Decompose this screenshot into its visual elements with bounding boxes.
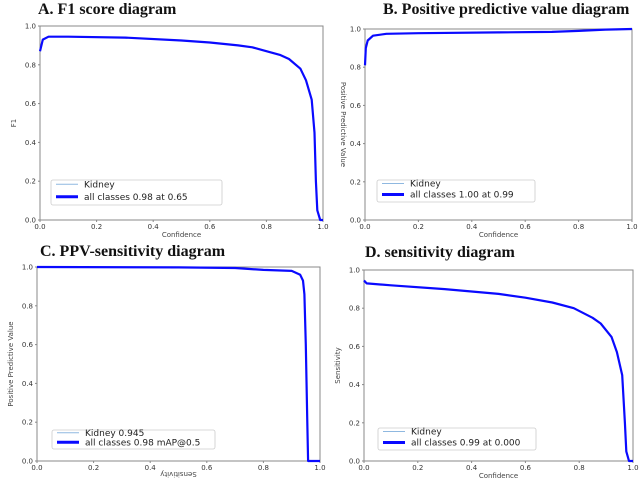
y-tick-label: 0.8 [22,302,33,310]
x-tick-label: 0.6 [520,464,532,472]
x-tick-label: 0.6 [201,464,213,472]
legend-entry: Kidney [84,180,115,190]
x-tick-label: 1.0 [626,223,637,231]
series-line-all-classes [38,35,323,222]
series-line-all-classes [363,279,633,463]
y-tick-label: 0.4 [22,380,34,388]
y-tick-label: 0.2 [349,419,360,427]
x-tick-label: 0.2 [88,464,99,472]
x-tick-label: 0.4 [466,464,478,472]
chart-title: C. PPV-sensitivity diagram [40,243,226,260]
chart-title: D. sensitivity diagram [365,244,515,261]
legend-box [376,179,536,203]
axes-frame [364,28,633,221]
x-tick-label: 0.6 [204,223,216,231]
y-tick-label: 1.0 [349,267,360,275]
y-tick-label: 0.2 [22,419,33,427]
x-tick-label: 0.8 [574,464,585,472]
y-tick-label: 0.8 [25,61,36,69]
legend-entry: all classes 0.98 at 0.65 [84,193,188,203]
x-tick-label: 0.0 [31,464,42,472]
y-tick-label: 1.0 [25,23,36,31]
legend: Kidney all classes 0.98 at 0.65 [50,179,223,206]
y-tick-label: 0.6 [25,100,37,108]
x-tick-label: 0.0 [359,223,370,231]
y-tick-label: 1.0 [350,26,361,34]
y-tick-label: 0.0 [349,458,360,466]
subplot-3: D. sensitivity diagram 0.0 0.2 0.4 0.6 0.8 1.0… [334,244,639,480]
y-tick-label: 0.0 [25,217,36,225]
x-tick-label: 0.2 [413,223,424,231]
y-tick-label: 0.0 [350,217,361,225]
x-axis-label: Confidence [479,472,518,480]
x-tick-label: 0.8 [261,223,272,231]
axes-frame [39,25,324,221]
chart-title: B. Positive predictive value diagram [383,1,630,18]
y-tick-label: 0.8 [349,305,360,313]
y-tick-label: 0.6 [22,341,34,349]
y-axis-label: Sensitivity [334,347,342,383]
x-tick-label: 0.4 [148,223,160,231]
x-tick-label: 1.0 [314,464,325,472]
x-tick-label: 0.4 [466,223,478,231]
x-axis-label: Sensitivity [160,470,196,478]
y-axis-label: Positive Predictive Value [339,82,347,167]
x-tick-label: 1.0 [627,464,638,472]
x-tick-label: 0.6 [520,223,532,231]
x-tick-label: 0.2 [412,464,423,472]
y-tick-label: 0.4 [350,140,362,148]
x-tick-label: 0.8 [573,223,584,231]
x-tick-label: 0.8 [258,464,269,472]
series-line-all-classes [363,27,633,66]
legend-entry: all classes 0.98 mAP@0.5 [85,438,200,448]
legend-entry: all classes 0.99 at 0.000 [411,439,521,449]
x-axis-label: Confidence [162,231,201,239]
legend-entry: Kidney 0.945 [85,429,144,439]
y-axis-label: F1 [10,119,18,127]
legend-box [377,427,537,451]
legend-box [51,429,216,450]
axes-frame [363,269,634,462]
legend-box [50,179,223,206]
y-tick-label: 0.8 [350,64,361,72]
x-tick-label: 1.0 [317,223,328,231]
y-tick-label: 0.0 [22,458,33,466]
legend-entry: Kidney [410,180,441,190]
subplot-0: A. F1 score diagram 0.0 0.2 0.4 0.6 0.8 1.0 0.0… [10,1,329,239]
legend-entry: Kidney [411,428,442,438]
y-tick-label: 0.4 [25,139,37,147]
x-tick-label: 0.4 [145,464,157,472]
subplot-2: C. PPV-sensitivity diagram 0.0 0.2 0.4 0.6 0.… [7,243,326,478]
y-tick-label: 0.4 [349,381,361,389]
series-line-all-classes [36,265,320,463]
y-tick-label: 0.2 [350,178,361,186]
y-axis-label: Positive Predictive Value [7,321,15,406]
x-axis-label: Confidence [479,231,518,239]
x-tick-label: 0.0 [34,223,45,231]
y-tick-label: 0.6 [350,102,362,110]
y-tick-label: 0.6 [349,343,361,351]
chart-title: A. F1 score diagram [38,1,177,18]
y-tick-label: 0.2 [25,178,36,186]
x-tick-label: 0.2 [91,223,102,231]
x-tick-label: 0.0 [358,464,369,472]
legend-entry: all classes 1.00 at 0.99 [410,191,514,201]
y-tick-label: 1.0 [22,264,33,272]
